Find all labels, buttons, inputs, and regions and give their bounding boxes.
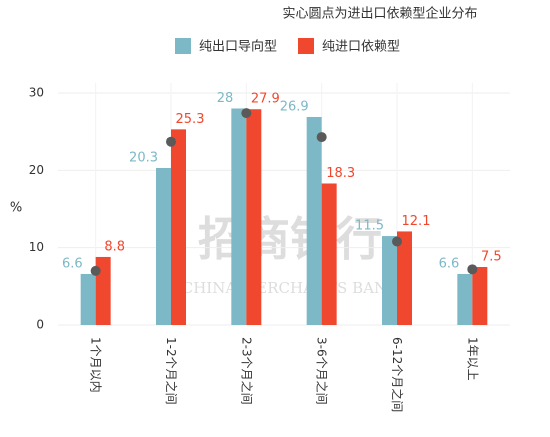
x-tick-label: 1年以上 (465, 337, 479, 381)
dot (90, 265, 101, 276)
value-label: 6.6 (62, 256, 83, 271)
bar (321, 183, 337, 325)
x-tick-label: 6-12个月之间 (390, 337, 404, 412)
legend-swatch (298, 38, 314, 54)
legend-label: 纯出口导向型 (199, 39, 277, 55)
value-label: 8.8 (104, 239, 125, 254)
y-tick-label: 30 (29, 86, 44, 100)
value-label: 25.3 (176, 112, 205, 127)
value-label: 12.1 (402, 214, 431, 229)
dot (467, 264, 478, 275)
bar (472, 267, 488, 325)
dot (392, 236, 402, 247)
value-label: 18.3 (326, 166, 355, 181)
y-axis-label: % (10, 201, 22, 216)
watermark: CHINA MERCHANTS BANK (182, 279, 399, 297)
bar (397, 231, 412, 325)
dot (316, 132, 327, 143)
x-tick-label: 2-3个月之间 (239, 337, 253, 405)
value-label: 26.9 (280, 99, 309, 114)
bar (457, 273, 473, 325)
legend-label: 纯进口依赖型 (322, 40, 400, 55)
y-tick-label: 20 (29, 163, 44, 177)
value-label: 28 (217, 91, 234, 106)
dot (241, 108, 252, 119)
bar (231, 108, 247, 325)
x-tick-label: 1-2个月之间 (164, 337, 178, 405)
x-tick-label: 3-6个月之间 (315, 337, 329, 405)
value-label: 11.5 (355, 219, 384, 234)
dot (166, 136, 176, 147)
legend-swatch (175, 38, 191, 54)
watermark: 招商银行 (198, 212, 382, 266)
value-label: 7.5 (481, 250, 502, 265)
x-tick-label: 1个月以内 (89, 337, 103, 393)
bar (382, 236, 397, 325)
y-tick-label: 10 (29, 240, 44, 254)
bar (306, 116, 322, 326)
bar (171, 129, 186, 325)
value-label: 20.3 (129, 151, 158, 166)
bar (246, 109, 262, 326)
y-tick-label: 0 (36, 318, 44, 332)
bar (156, 168, 171, 325)
value-label: 27.9 (251, 92, 280, 107)
value-label: 6.6 (439, 256, 460, 271)
chart-title: 实心圆点为进出口依赖型企业分布 (282, 6, 477, 22)
bar (80, 273, 96, 325)
